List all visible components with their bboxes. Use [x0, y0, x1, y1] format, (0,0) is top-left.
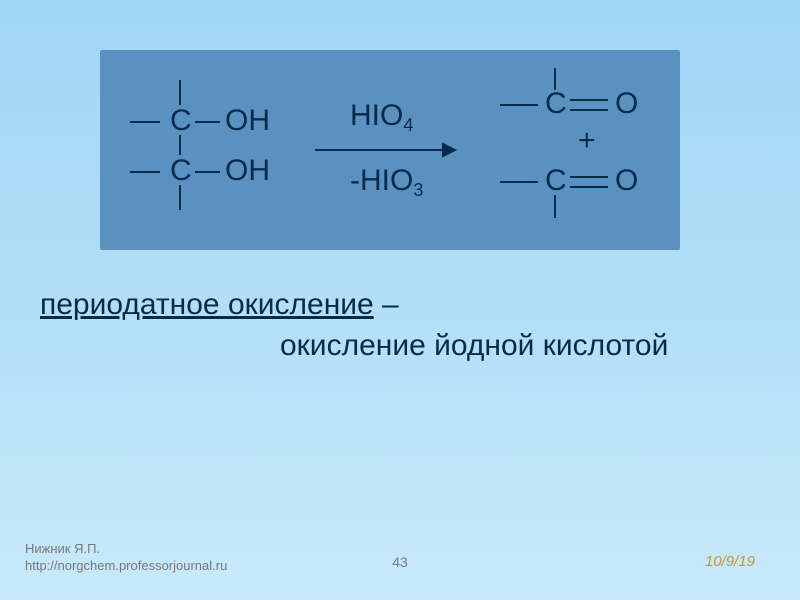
svg-text:+: + — [578, 124, 596, 157]
caption-term: периодатное окисление — [40, 288, 374, 321]
footer-author-line1: Нижник Я.П. — [25, 541, 100, 556]
caption-dash: – — [374, 288, 399, 321]
footer-author-line2: http://norgchem.professorjournal.ru — [25, 558, 227, 573]
svg-text:O: O — [615, 87, 638, 120]
svg-text:OH: OH — [225, 104, 270, 137]
svg-text:-HIO3: -HIO3 — [350, 164, 423, 200]
svg-text:O: O — [615, 164, 638, 197]
footer-date: 10/9/19 — [705, 553, 755, 570]
svg-text:C: C — [545, 164, 567, 197]
caption-rest: окисление йодной кислотой — [280, 329, 668, 362]
svg-text:C: C — [170, 154, 192, 187]
reaction-svg: C OH C OH C O + C O HIO4 -HIO3 — [100, 50, 680, 250]
svg-text:OH: OH — [225, 154, 270, 187]
svg-text:C: C — [545, 87, 567, 120]
footer-page: 43 — [392, 554, 408, 570]
footer-author: Нижник Я.П. http://norgchem.professorjou… — [25, 541, 227, 575]
svg-text:C: C — [170, 104, 192, 137]
slide: C OH C OH C O + C O HIO4 -HIO3 периодатное окисл… — [0, 0, 800, 600]
svg-text:HIO4: HIO4 — [350, 99, 413, 135]
caption: периодатное окисление – окисление йодной… — [40, 285, 760, 366]
reaction-diagram: C OH C OH C O + C O HIO4 -HIO3 — [100, 50, 680, 250]
